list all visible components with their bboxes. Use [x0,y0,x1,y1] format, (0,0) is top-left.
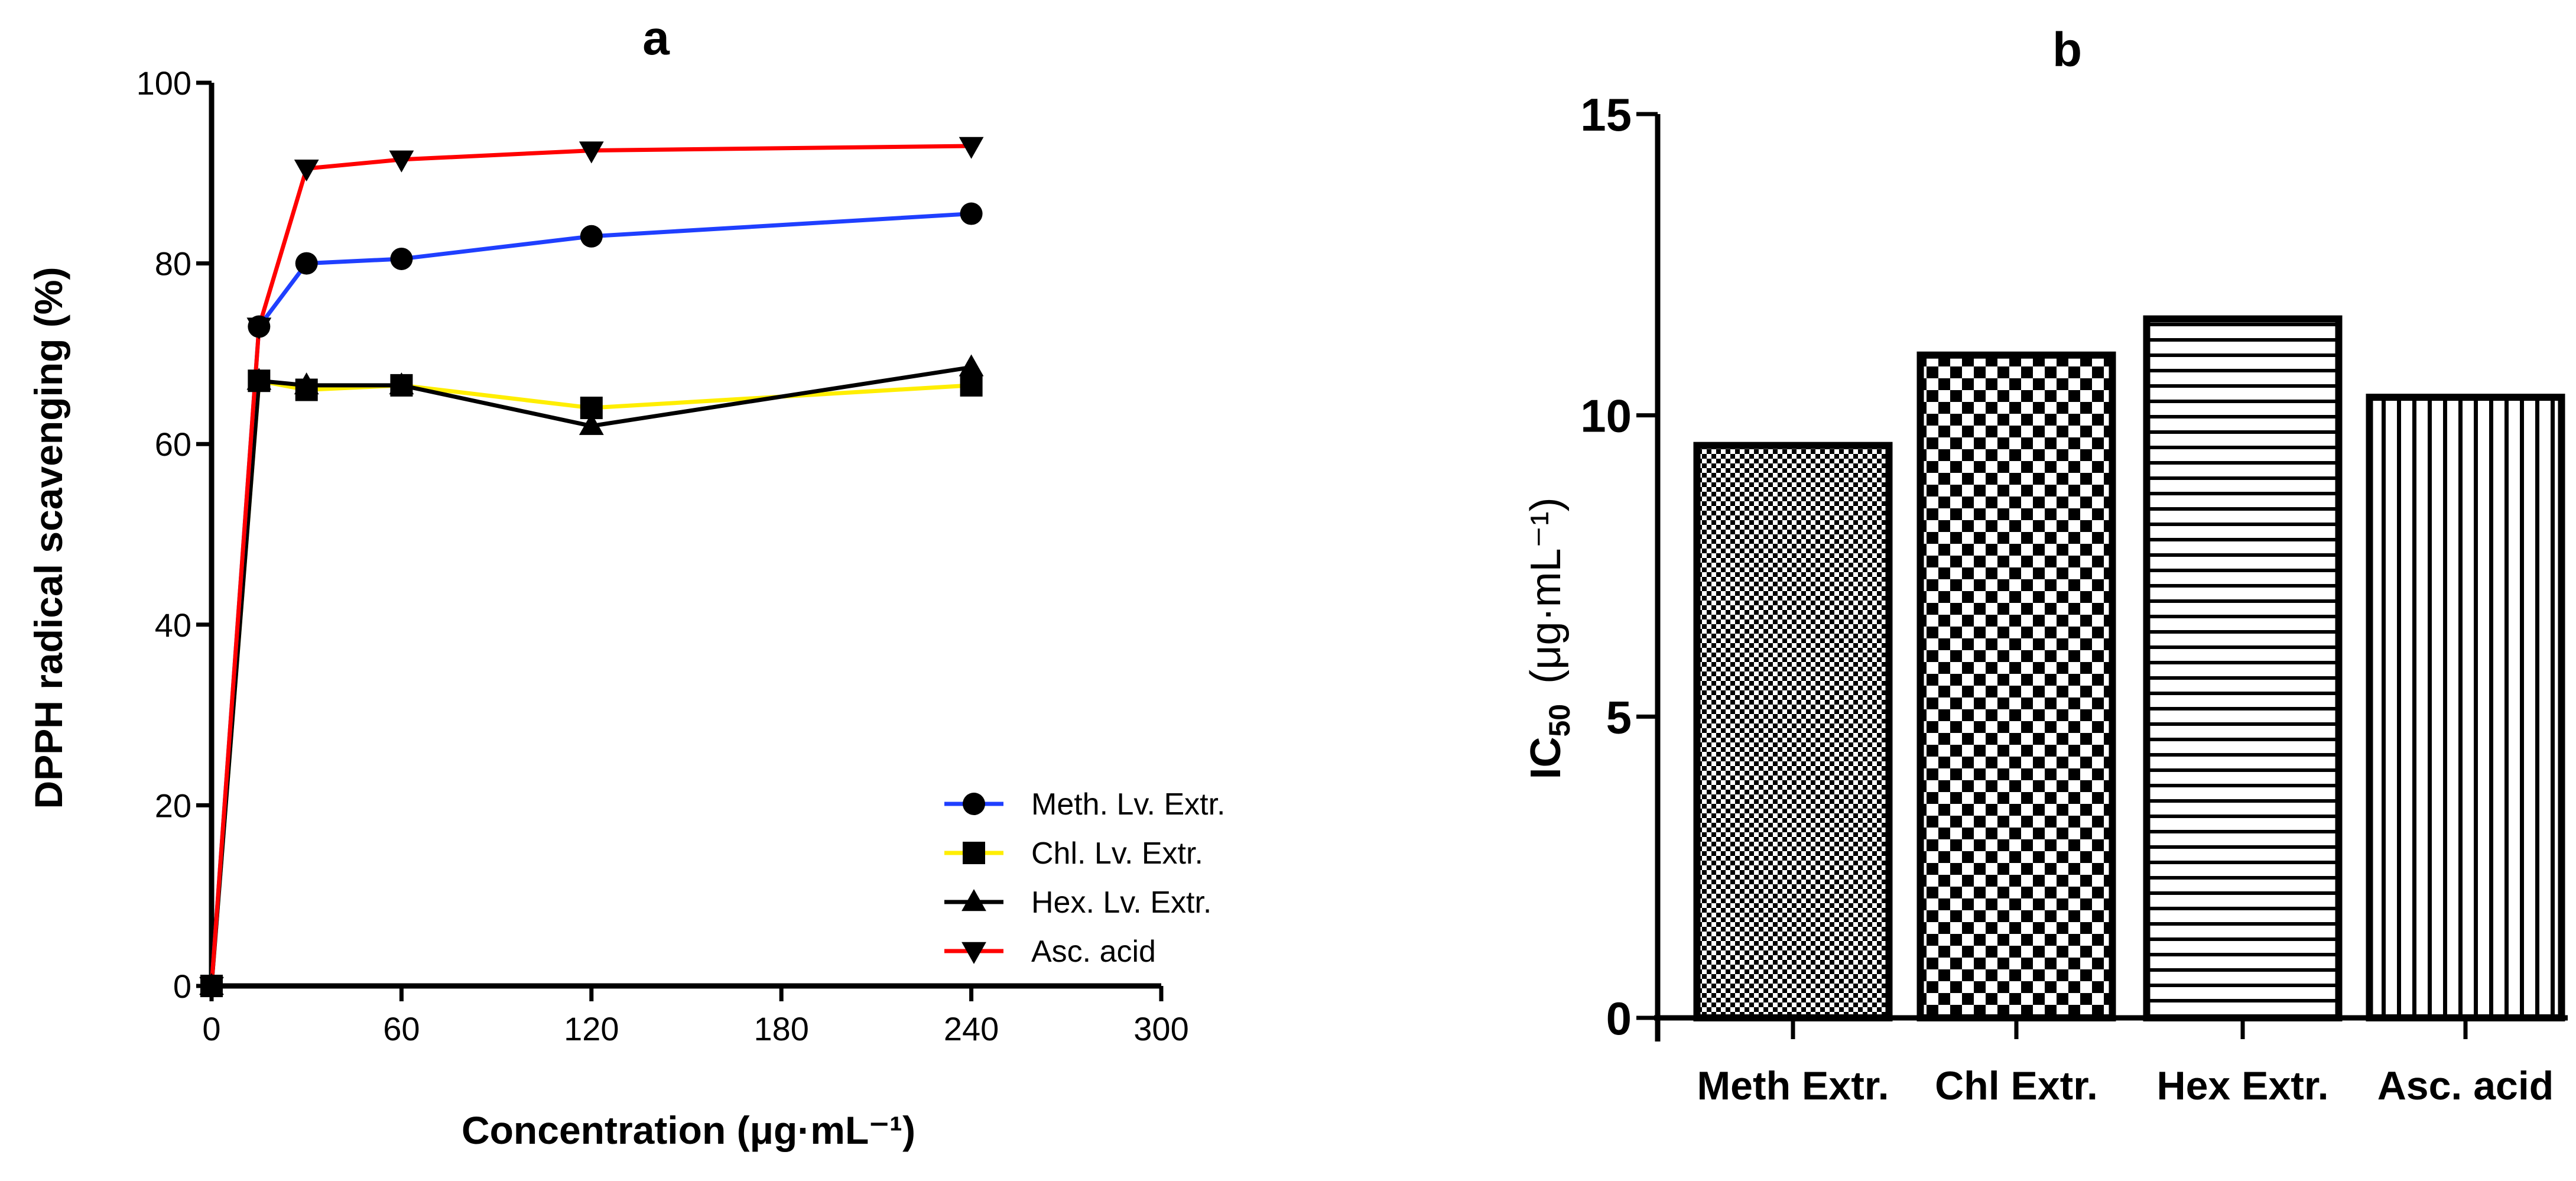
data-point [389,150,414,173]
panel-b-axes: 0 5 10 15 Meth Extr. Chl Extr. Hex Extr. Asc. a… [1580,89,2568,1108]
data-point [580,225,603,248]
panel-a-y-tick-label: 40 [155,606,191,644]
data-point [295,252,318,275]
panel-a-y-tick-label: 20 [155,787,191,824]
panel-a-y-tick-label: 100 [137,64,191,102]
panel-b-title: b [2052,23,2082,77]
legend-label: Asc. acid [1031,935,1156,969]
data-point [389,372,414,395]
data-point [246,368,272,390]
legend-marker [961,942,986,964]
legend-marker [963,793,985,815]
panel-a-axes: 0 20 40 60 80 100 0 60 120 180 240 300 [137,64,1189,1047]
panel-a-x-tick-label: 60 [383,1010,420,1047]
panel-b-y-label-sub: 50 [1543,704,1576,737]
data-point [960,374,983,397]
legend-label: Chl. Lv. Extr. [1031,836,1203,871]
data-point [294,372,319,395]
panel-b-category-label: Asc. acid [2377,1063,2554,1108]
series-line-1 [209,212,972,987]
panel-b-y-tick-label: 5 [1606,691,1632,743]
panel-a-y-tick-label: 80 [155,245,191,283]
bar-1 [1693,442,1893,1021]
panel-a-markers [199,137,984,999]
data-point [199,976,224,999]
panel-a-x-tick-label: 240 [944,1010,999,1047]
data-point [390,247,413,270]
bar-3 [2143,315,2343,1021]
panel-a-y-axis-label: DPPH radical scavenging (%) [27,267,70,809]
bar-2 [1916,351,2116,1022]
series-line-2 [209,378,972,987]
panel-a-series-lines [209,144,972,987]
panel-a-title: a [642,11,670,65]
data-point [579,413,604,435]
panel-a: a DPPH radical scavenging (%) Concentrat… [27,11,1225,1152]
bar-4 [2366,394,2565,1021]
panel-b-category-label: Meth Extr. [1697,1063,1889,1108]
panel-a-y-tick-label: 0 [173,968,191,1005]
panel-b-y-axis-label: IC50 (μg·mL⁻¹) [1522,497,1576,779]
panel-a-x-axis-label: Concentration (μg·mL⁻¹) [462,1108,915,1152]
data-point [960,202,983,225]
legend-marker [963,842,985,864]
panel-b-y-tick-label: 0 [1606,992,1632,1044]
data-point [959,354,984,377]
panel-b-bars [1693,315,2565,1022]
panel-a-y-tick-label: 60 [155,426,191,463]
data-point [246,317,272,340]
data-point [579,141,604,164]
legend-marker [961,889,986,911]
panel-a-legend: Meth. Lv. Extr. Chl. Lv. Extr. Hex. Lv. Ex… [944,787,1225,969]
panel-b-category-label: Chl Extr. [1935,1063,2098,1108]
panel-b-category-label: Hex Extr. [2156,1063,2328,1108]
panel-b-y-tick-label: 15 [1580,89,1632,141]
svg-text:IC50 (μg·mL⁻¹): IC50 (μg·mL⁻¹) [1522,497,1576,779]
data-point [294,159,319,182]
panel-a-x-tick-label: 120 [564,1010,619,1047]
legend-label: Meth. Lv. Extr. [1031,787,1225,822]
panel-b-y-label-gap [1522,684,1570,696]
series-line-3 [209,365,972,987]
legend-label: Hex. Lv. Extr. [1031,885,1211,920]
panel-b: b IC50 (μg·mL⁻¹) 0 5 10 15 Meth Extr. Chl Ext… [1522,23,2568,1108]
panel-a-x-tick-label: 0 [202,1010,220,1047]
data-point [959,137,984,159]
panel-b-y-label-main: IC [1522,737,1570,780]
panel-b-y-tick-label: 10 [1580,390,1632,442]
panel-a-x-tick-label: 300 [1133,1010,1188,1047]
panel-a-x-tick-label: 180 [753,1010,808,1047]
panel-b-y-label-unit: (μg·mL⁻¹) [1522,497,1570,683]
series-line-4 [209,144,972,987]
